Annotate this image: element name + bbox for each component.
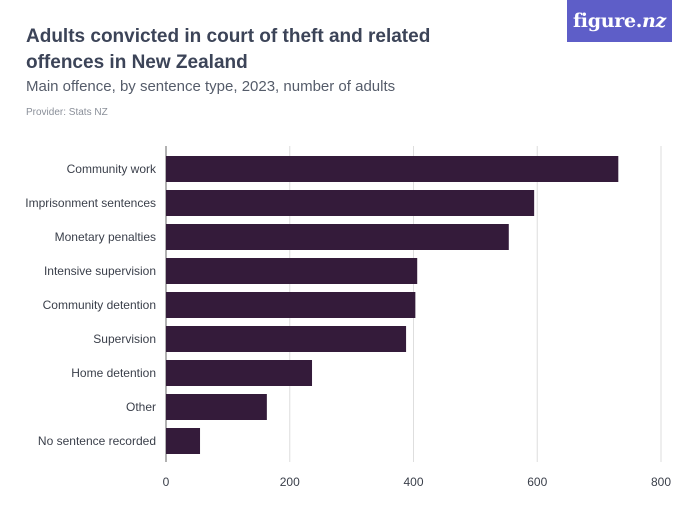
x-tick-label: 400: [403, 475, 423, 489]
figure-nz-logo[interactable]: figure. nz: [567, 0, 672, 42]
category-label: No sentence recorded: [38, 434, 156, 448]
bars: [166, 156, 619, 454]
category-label: Monetary penalties: [55, 230, 156, 244]
x-tick-label: 200: [280, 475, 300, 489]
logo-text-suffix: nz: [642, 10, 667, 32]
category-label: Community detention: [43, 298, 156, 312]
bar[interactable]: [166, 360, 313, 386]
bar[interactable]: [166, 190, 535, 216]
x-axis-ticks: 0 200 400 600 800: [163, 475, 672, 489]
logo-text-main: figure.: [572, 10, 643, 32]
provider-label: Provider: Stats NZ: [26, 107, 108, 118]
category-label: Other: [126, 400, 156, 414]
category-label: Intensive supervision: [44, 264, 156, 278]
bar[interactable]: [166, 394, 267, 420]
x-tick-label: 0: [163, 475, 170, 489]
category-labels: Community work Imprisonment sentences Mone…: [25, 162, 157, 448]
chart-subtitle: Main offence, by sentence type, 2023, nu…: [26, 78, 396, 95]
bar[interactable]: [166, 326, 407, 352]
bar[interactable]: [166, 428, 201, 454]
x-tick-label: 600: [527, 475, 547, 489]
bar[interactable]: [166, 258, 418, 284]
bar[interactable]: [166, 292, 416, 318]
category-label: Imprisonment sentences: [25, 196, 156, 210]
chart-title: Adults convicted in court of theft and r…: [26, 26, 431, 73]
category-label: Home detention: [71, 366, 156, 380]
bar[interactable]: [166, 224, 509, 250]
bar[interactable]: [166, 156, 619, 182]
x-tick-label: 800: [651, 475, 671, 489]
category-label: Community work: [67, 162, 157, 176]
category-label: Supervision: [93, 332, 156, 346]
